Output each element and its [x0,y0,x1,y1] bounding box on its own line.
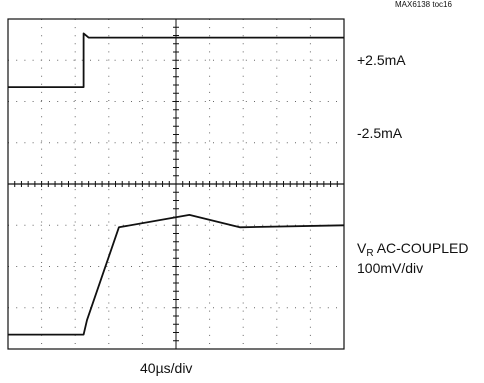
scope-traces [8,32,345,336]
label-vr-scale: 100mV/div [357,260,424,276]
label-vr-ac-coupled: VR AC-COUPLED [357,238,469,264]
vr-main: V [357,240,367,256]
figure-id: MAX6138 toc16 [395,0,452,9]
trace-load-current [8,32,344,88]
vr-rest: AC-COUPLED [373,240,469,256]
label-current-low: -2.5mA [357,125,403,141]
label-current-high: +2.5mA [357,52,406,68]
trace-output-voltage [8,213,345,336]
label-time-scale: 40µs/div [140,360,193,376]
vr-subscript: R [366,248,374,259]
